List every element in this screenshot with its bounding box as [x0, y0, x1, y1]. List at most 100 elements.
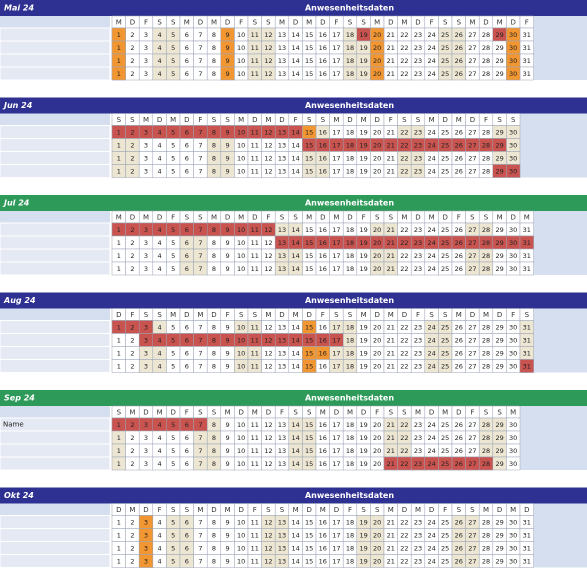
- weekday: D: [415, 19, 420, 27]
- day-number: 30: [509, 545, 517, 553]
- day-number: 20: [373, 129, 381, 137]
- day-number: 16: [319, 324, 327, 332]
- day-number: 18: [346, 532, 354, 540]
- day-number: 20: [373, 460, 381, 468]
- day-number: 16: [319, 168, 327, 176]
- day-number: 8: [212, 44, 216, 52]
- weekday: M: [429, 214, 435, 222]
- day-number: 24: [427, 558, 435, 566]
- weekday: D: [198, 19, 203, 27]
- orange-mark: [302, 359, 317, 373]
- day-number: 19: [359, 239, 367, 247]
- weekday: D: [157, 214, 162, 222]
- day-number: 18: [346, 57, 354, 65]
- day-number: 9: [226, 129, 230, 137]
- day-number: 21: [387, 434, 395, 442]
- weekday: D: [184, 116, 189, 124]
- day-number: 29: [495, 129, 503, 137]
- day-number: 9: [226, 226, 230, 234]
- day-number: 1: [117, 519, 121, 527]
- weekday: S: [198, 409, 203, 417]
- day-number: 26: [455, 447, 463, 455]
- day-number: 22: [400, 434, 408, 442]
- day-number: 15: [305, 337, 313, 345]
- weekday: D: [388, 19, 393, 27]
- day-number: 22: [400, 70, 408, 78]
- day-number: 6: [185, 252, 189, 260]
- header-title: Anwesenheitsdaten: [305, 296, 394, 305]
- day-number: 18: [346, 460, 354, 468]
- day-number: 21: [387, 70, 395, 78]
- weekday: S: [225, 116, 230, 124]
- day-number: 6: [185, 350, 189, 358]
- day-number: 8: [212, 434, 216, 442]
- day-number: 2: [130, 44, 134, 52]
- day-number: 19: [359, 337, 367, 345]
- day-number: 6: [185, 545, 189, 553]
- day-number: 17: [332, 57, 340, 65]
- day-number: 20: [373, 532, 381, 540]
- day-number: 28: [482, 129, 490, 137]
- day-number: 16: [319, 558, 327, 566]
- day-number: 11: [251, 545, 259, 553]
- day-number: 14: [291, 31, 299, 39]
- day-number: 8: [212, 129, 216, 137]
- day-number: 19: [359, 155, 367, 163]
- day-number: 28: [482, 57, 490, 65]
- day-number: 28: [482, 337, 490, 345]
- day-number: 14: [291, 532, 299, 540]
- weekday: M: [429, 116, 435, 124]
- day-number: 3: [144, 447, 148, 455]
- day-number: 28: [482, 421, 490, 429]
- day-number: 17: [332, 226, 340, 234]
- weekday: F: [280, 409, 284, 417]
- day-number: 3: [144, 70, 148, 78]
- day-number: 11: [251, 265, 259, 273]
- weekday: F: [430, 19, 434, 27]
- weekday: M: [333, 214, 339, 222]
- weekday: M: [388, 506, 394, 514]
- day-number: 21: [387, 226, 395, 234]
- weekday: S: [130, 116, 135, 124]
- weekday: S: [293, 214, 298, 222]
- day-number: 17: [332, 168, 340, 176]
- day-number: 23: [414, 70, 422, 78]
- spare-area: [520, 113, 587, 178]
- day-number: 18: [346, 337, 354, 345]
- day-number: 9: [226, 447, 230, 455]
- day-number: 8: [212, 460, 216, 468]
- day-number: 28: [482, 70, 490, 78]
- day-number: 1: [117, 545, 121, 553]
- day-number: 10: [237, 421, 245, 429]
- day-number: 21: [387, 44, 395, 52]
- weekday: D: [279, 311, 284, 319]
- day-number: 9: [226, 142, 230, 150]
- day-number: 24: [427, 350, 435, 358]
- day-number: 16: [319, 532, 327, 540]
- day-number: 6: [185, 447, 189, 455]
- day-number: 6: [185, 44, 189, 52]
- name-column-head: [0, 113, 110, 126]
- day-number: 17: [332, 519, 340, 527]
- day-number: 29: [495, 155, 503, 163]
- day-number: 28: [482, 519, 490, 527]
- day-number: 30: [509, 239, 517, 247]
- day-number: 26: [455, 168, 463, 176]
- day-number: 14: [291, 265, 299, 273]
- day-number: 22: [400, 337, 408, 345]
- day-number: 21: [387, 129, 395, 137]
- day-number: 16: [319, 337, 327, 345]
- day-number: 11: [251, 129, 259, 137]
- day-number: 1: [117, 31, 121, 39]
- day-number: 12: [264, 324, 272, 332]
- day-number: 20: [373, 265, 381, 273]
- day-number: 3: [144, 265, 148, 273]
- day-number: 13: [278, 252, 286, 260]
- day-number: 27: [468, 532, 476, 540]
- day-number: 17: [332, 324, 340, 332]
- day-number: 21: [387, 265, 395, 273]
- day-number: 4: [158, 70, 162, 78]
- day-number: 31: [523, 31, 531, 39]
- weekday: F: [158, 506, 162, 514]
